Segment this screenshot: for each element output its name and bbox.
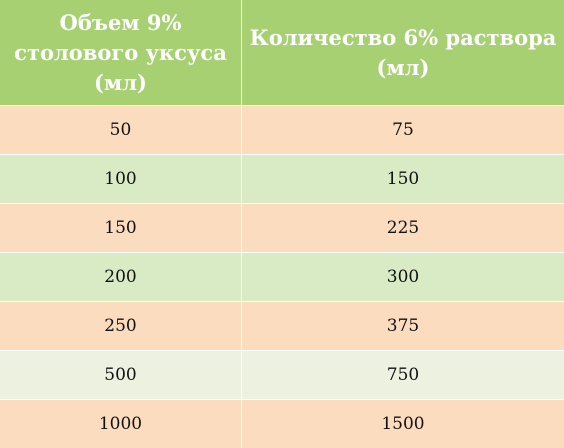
cell-amount: 750 [242,351,564,400]
header-vinegar-volume: Объем 9% столового уксуса (мл) [0,0,242,106]
table-row: 250 375 [0,302,564,351]
cell-amount: 1500 [242,400,564,448]
cell-amount: 75 [242,106,564,155]
cell-amount: 225 [242,204,564,253]
cell-amount: 150 [242,155,564,204]
table-row: 500 750 [0,351,564,400]
table-row: 200 300 [0,253,564,302]
table-row: 1000 1500 [0,400,564,448]
cell-amount: 375 [242,302,564,351]
cell-volume: 200 [0,253,242,302]
cell-volume: 500 [0,351,242,400]
cell-amount: 300 [242,253,564,302]
cell-volume: 1000 [0,400,242,448]
header-solution-amount: Количество 6% раствора (мл) [242,0,564,106]
cell-volume: 150 [0,204,242,253]
cell-volume: 50 [0,106,242,155]
table-row: 100 150 [0,155,564,204]
cell-volume: 100 [0,155,242,204]
table-header-row: Объем 9% столового уксуса (мл) Количеств… [0,0,564,106]
cell-volume: 250 [0,302,242,351]
table-row: 150 225 [0,204,564,253]
table-row: 50 75 [0,106,564,155]
